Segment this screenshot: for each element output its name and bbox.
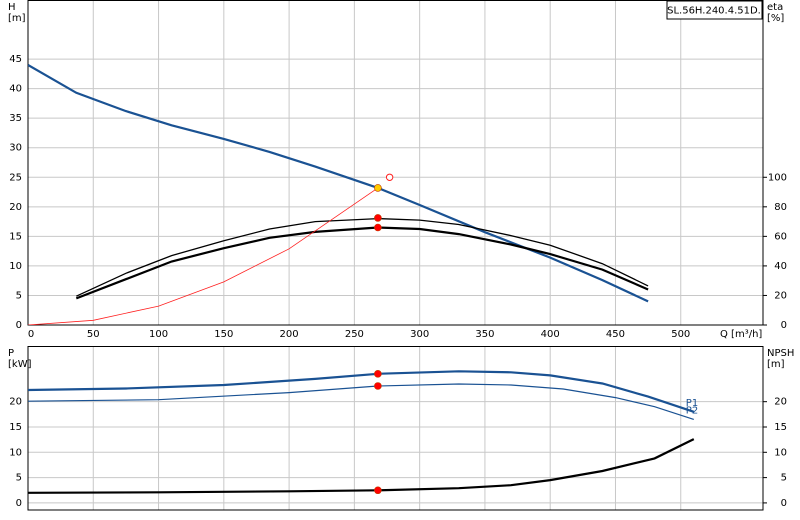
y-axis-unit: [m] [8,13,26,24]
operating-point [374,223,382,232]
plot-frame [27,0,764,326]
curve [28,383,694,420]
curve [28,64,649,303]
y-tick-label: 5 [16,473,22,484]
y-tick-label: 15 [9,231,22,242]
y-tick-label: 20 [9,202,22,213]
y2-axis-unit: [m] [767,359,785,370]
y-tick-label: 0 [16,498,22,509]
plot-area [28,0,763,325]
y-axis-title: P [8,348,14,359]
y-tick-label: 35 [9,113,22,124]
y-tick-label: 20 [9,397,22,408]
y-tick-label: 15 [9,422,22,433]
curve [28,370,695,413]
x-tick-label: 100 [149,329,168,340]
x-tick-label: 50 [87,329,100,340]
y2-tick-label: 15 [774,422,787,433]
x-axis-title: Q [m³/h] [720,329,762,340]
curve-label: P2 [686,405,698,416]
y-tick-label: 30 [9,143,22,154]
y2-tick-label: 0 [781,320,787,331]
y-tick-label: 45 [9,54,22,65]
model-box [666,0,763,20]
operating-point [374,214,382,222]
y2-axis-unit: [%] [767,13,784,24]
y2-tick-label: 40 [774,261,787,272]
x-tick-label: 300 [410,329,429,340]
y2-tick-label: 100 [768,172,787,183]
y-axis-title: H [8,2,16,13]
y-tick-label: 5 [16,290,22,301]
y2-tick-label: 10 [774,447,787,458]
y2-tick-label: 60 [774,231,787,242]
y2-tick-label: 20 [774,290,787,301]
operating-point [374,370,382,378]
y2-tick-label: 0 [781,498,787,509]
y-axis-unit: [kW] [8,359,32,370]
y2-axis-title: NPSH [767,348,794,359]
x-tick-label: 250 [345,329,364,340]
y-tick-label: 40 [9,84,22,95]
x-tick-label: 150 [214,329,233,340]
x-tick-label: 200 [280,329,299,340]
y2-tick-label: 5 [781,473,787,484]
x-tick-label: 500 [671,329,690,340]
x-tick-label: 400 [541,329,560,340]
y2-tick-label: 80 [774,202,787,213]
curve-label: P1 [686,398,698,409]
y-tick-label: 0 [16,320,22,331]
y2-tick-label: 20 [774,397,787,408]
y-tick-label: 25 [9,172,22,183]
operating-point [385,173,394,181]
curve [28,187,379,325]
operating-point [374,184,382,192]
operating-point [374,382,382,390]
y-tick-label: 10 [9,447,22,458]
y2-axis-title: eta [767,2,783,13]
x-tick-label: 450 [606,329,625,340]
curve [28,438,695,494]
y-tick-label: 10 [9,261,22,272]
plot-frame [27,346,764,511]
operating-point [374,486,382,495]
x-tick-label: 350 [475,329,494,340]
model-label: SL.56H.240.4.51D. [667,6,761,17]
plot-area [28,346,763,510]
x-tick-label: 0 [28,329,34,340]
